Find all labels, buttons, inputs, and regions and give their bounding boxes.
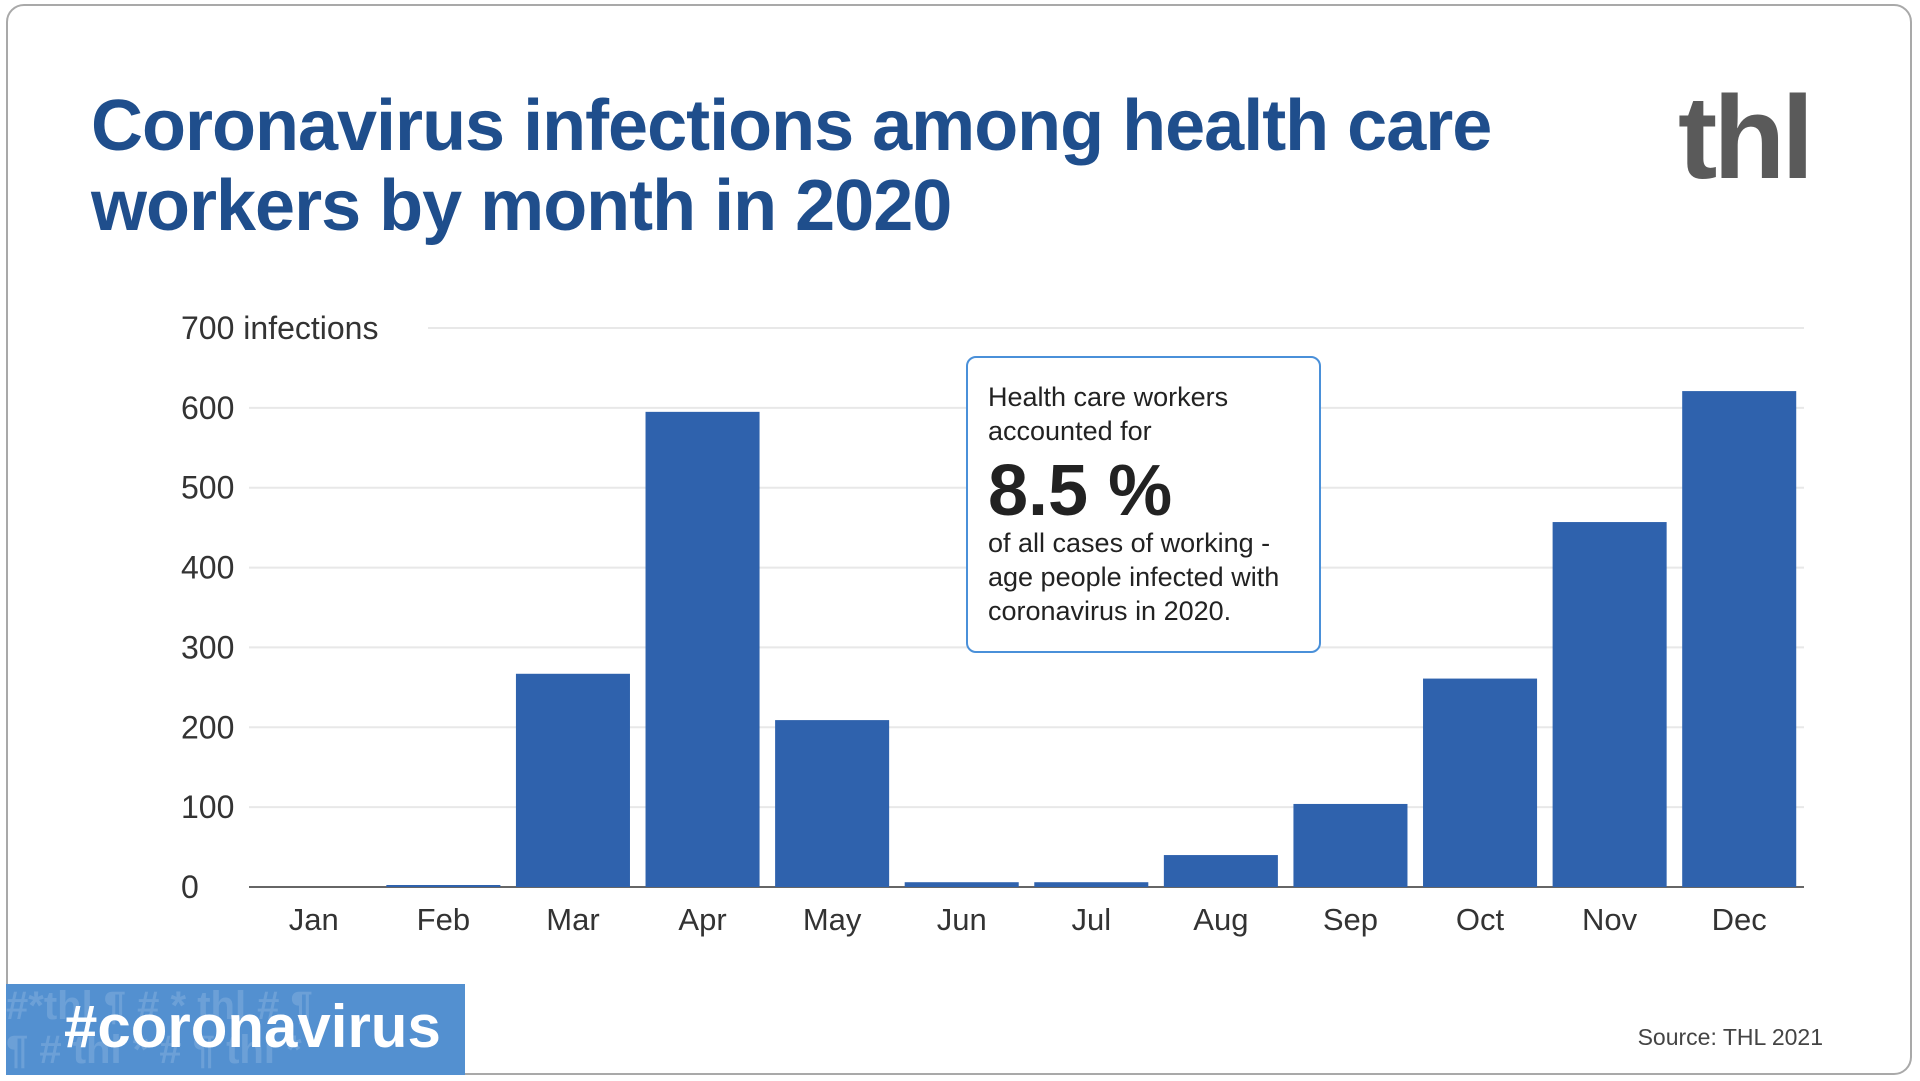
x-tick-label: Feb (417, 902, 470, 937)
annotation-line1: Health care workers accounted for (988, 382, 1229, 446)
bar-dec (1682, 391, 1797, 887)
x-tick-label: Dec (1712, 902, 1767, 937)
x-tick-label: Jan (289, 902, 339, 937)
x-tick-label: Jul (1071, 902, 1111, 937)
annotation-line2: of all cases of working -age people infe… (988, 528, 1280, 626)
annotation-box: Health care workers accounted for 8.5 % … (966, 356, 1321, 653)
annotation-value: 8.5 % (988, 451, 1173, 531)
source-note: Source: THL 2021 (1637, 1024, 1823, 1050)
x-tick-label: Aug (1193, 902, 1248, 937)
bar-jun (904, 882, 1019, 887)
bar-apr (645, 411, 760, 887)
bar-may (775, 720, 890, 887)
hashtag-text: #coronavirus (64, 993, 441, 1060)
x-tick-label: Apr (678, 902, 726, 937)
bar-aug (1163, 855, 1278, 887)
x-tick-label: Nov (1582, 902, 1638, 937)
x-tick-label: Jun (937, 902, 987, 937)
y-tick-label: 100 (181, 789, 234, 825)
pattern-decoration: #*thl ¶ # * thl # ¶¶ # thl * # ¶ thl ** … (6, 984, 313, 1075)
chart-title: Coronavirus infections among health care… (91, 86, 1492, 246)
x-tick-label: Oct (1456, 902, 1505, 937)
x-tick-label: May (803, 902, 862, 937)
y-tick-label: 500 (181, 470, 234, 506)
x-tick-label: Mar (546, 902, 599, 937)
hashtag-banner: #*thl ¶ # * thl # ¶¶ # thl * # ¶ thl ** … (6, 984, 465, 1075)
bar-sep (1293, 803, 1408, 887)
y-tick-label: 300 (181, 629, 234, 665)
bar-jul (1034, 882, 1149, 887)
bar-oct (1423, 678, 1538, 887)
thl-logo: thl (1678, 72, 1814, 204)
y-tick-label: 200 (181, 709, 234, 745)
y-tick-label: 600 (181, 390, 234, 426)
y-tick-label: 700 infections (181, 310, 378, 346)
x-tick-label: Sep (1323, 902, 1378, 937)
y-tick-label: 0 (181, 869, 199, 905)
bar-nov (1552, 522, 1667, 887)
y-tick-label: 400 (181, 550, 234, 586)
bar-feb (386, 885, 501, 887)
bar-mar (515, 673, 630, 887)
